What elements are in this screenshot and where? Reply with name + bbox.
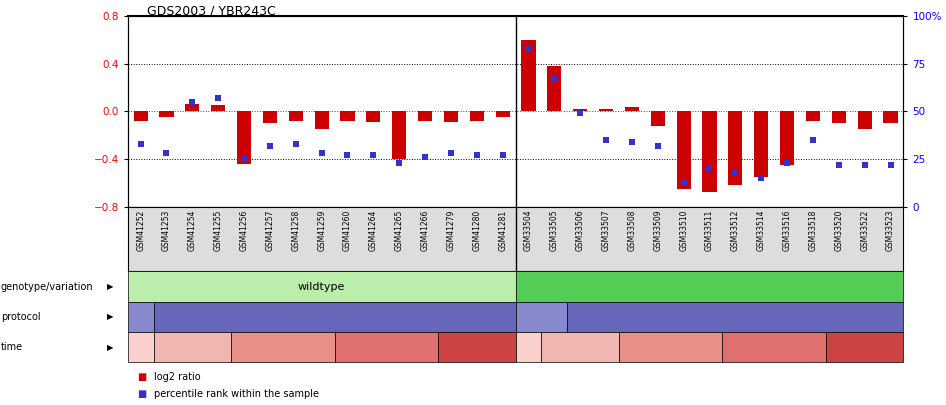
- Text: GSM41264: GSM41264: [369, 210, 377, 251]
- Text: GSM33514: GSM33514: [757, 210, 765, 251]
- Text: GSM33522: GSM33522: [860, 210, 869, 251]
- Bar: [573, 109, 587, 111]
- Bar: [185, 104, 200, 111]
- Text: ■: ■: [137, 389, 147, 399]
- Text: GSM33505: GSM33505: [550, 210, 559, 252]
- Text: GSM33507: GSM33507: [602, 210, 610, 252]
- Bar: [444, 111, 458, 122]
- Bar: [728, 111, 743, 185]
- Bar: [314, 111, 329, 129]
- Text: GSM33504: GSM33504: [524, 210, 533, 252]
- Bar: [521, 40, 535, 111]
- Text: time: time: [1, 342, 23, 352]
- Text: GSM41253: GSM41253: [162, 210, 171, 251]
- Bar: [806, 111, 820, 121]
- Text: GSM41252: GSM41252: [136, 210, 145, 251]
- Text: GSM33516: GSM33516: [782, 210, 792, 251]
- Text: ▶: ▶: [108, 282, 114, 291]
- Text: ▶: ▶: [108, 312, 114, 322]
- Bar: [884, 111, 898, 123]
- Bar: [780, 111, 795, 165]
- Bar: [651, 111, 665, 126]
- Text: GSM41256: GSM41256: [239, 210, 249, 251]
- Text: GSM41265: GSM41265: [394, 210, 404, 251]
- Text: ■: ■: [137, 372, 147, 382]
- Text: GSM41255: GSM41255: [214, 210, 222, 251]
- Text: percentile rank within the sample: percentile rank within the sample: [154, 389, 319, 399]
- Bar: [366, 111, 380, 122]
- Text: GSM33518: GSM33518: [809, 210, 817, 251]
- Bar: [133, 111, 148, 121]
- Text: GSM41266: GSM41266: [421, 210, 429, 251]
- Text: wildtype: wildtype: [298, 281, 345, 292]
- Bar: [236, 111, 252, 164]
- Bar: [832, 111, 846, 123]
- Bar: [676, 111, 691, 189]
- Text: GSM33506: GSM33506: [576, 210, 585, 252]
- Bar: [289, 111, 303, 121]
- Bar: [702, 111, 717, 192]
- Text: GSM41280: GSM41280: [472, 210, 482, 251]
- Bar: [469, 111, 484, 121]
- Text: GSM33512: GSM33512: [731, 210, 740, 251]
- Text: log2 ratio: log2 ratio: [154, 372, 201, 382]
- Text: ▶: ▶: [108, 343, 114, 352]
- Text: GSM41281: GSM41281: [499, 210, 507, 251]
- Bar: [341, 111, 355, 121]
- Text: GSM33520: GSM33520: [834, 210, 843, 251]
- Text: GDS2003 / YBR243C: GDS2003 / YBR243C: [147, 5, 275, 18]
- Text: GSM33523: GSM33523: [886, 210, 895, 251]
- Bar: [599, 109, 613, 111]
- Bar: [547, 66, 562, 111]
- Text: GSM41258: GSM41258: [291, 210, 300, 251]
- Bar: [496, 111, 510, 117]
- Bar: [392, 111, 407, 159]
- Bar: [754, 111, 768, 177]
- Text: genotype/variation: genotype/variation: [1, 281, 94, 292]
- Text: GSM41259: GSM41259: [317, 210, 326, 251]
- Text: GSM41279: GSM41279: [447, 210, 455, 251]
- Text: GSM33508: GSM33508: [627, 210, 637, 251]
- Bar: [211, 105, 225, 111]
- Bar: [159, 111, 174, 117]
- Text: GSM41260: GSM41260: [343, 210, 352, 251]
- Bar: [263, 111, 277, 123]
- Bar: [857, 111, 872, 129]
- Text: GSM33511: GSM33511: [705, 210, 714, 251]
- Text: GSM33510: GSM33510: [679, 210, 688, 251]
- Text: GSM33509: GSM33509: [654, 210, 662, 252]
- Text: protocol: protocol: [1, 312, 41, 322]
- Bar: [624, 107, 639, 111]
- Text: GSM41254: GSM41254: [188, 210, 197, 251]
- Text: GSM41257: GSM41257: [266, 210, 274, 251]
- Bar: [418, 111, 432, 121]
